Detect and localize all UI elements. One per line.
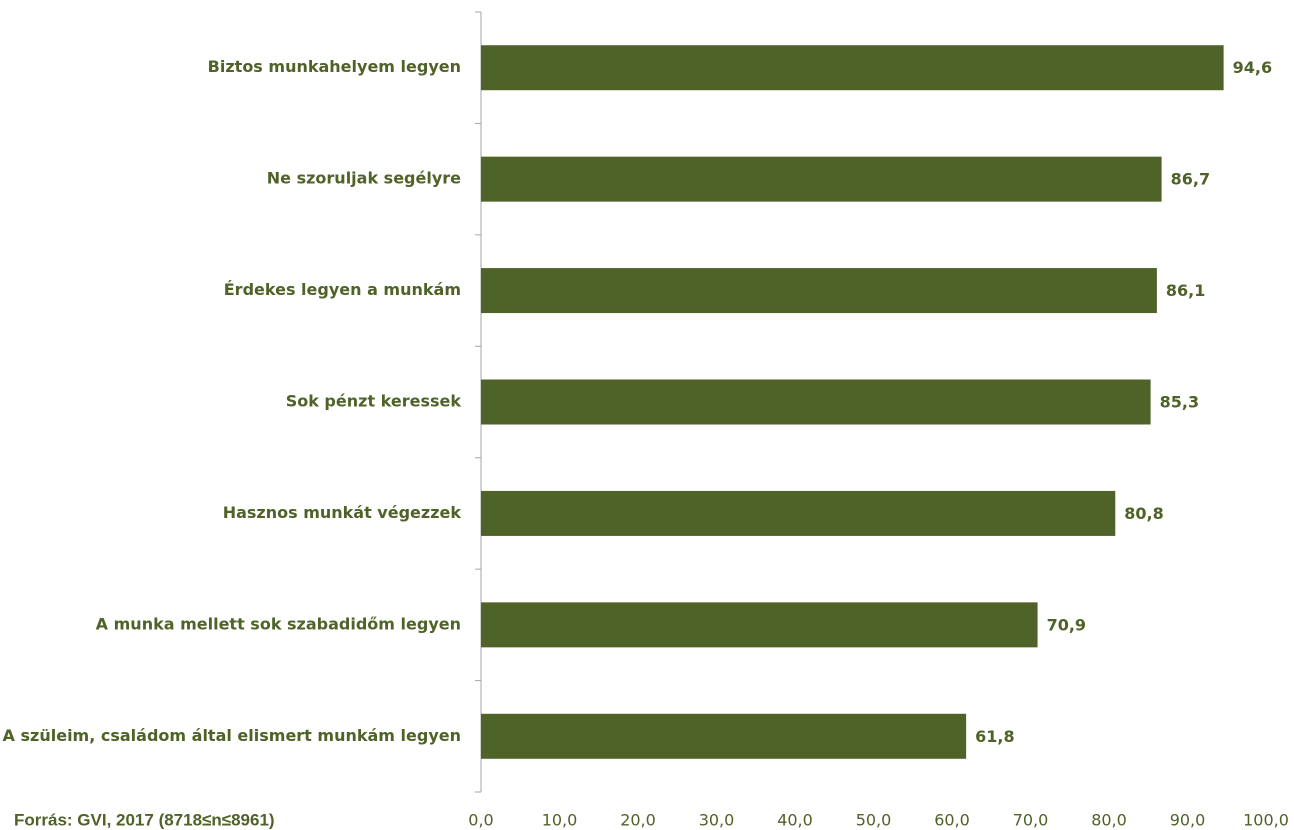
category-label: Ne szoruljak segélyre: [267, 169, 461, 188]
category-label: Érdekes legyen a munkám: [224, 280, 461, 299]
bar: [481, 379, 1151, 425]
category-label: A szüleim, családom által elismert munká…: [3, 726, 461, 745]
value-label: 86,1: [1166, 281, 1205, 300]
bar: [481, 713, 967, 759]
value-label: 94,6: [1233, 58, 1272, 77]
value-label: 70,9: [1047, 615, 1086, 634]
source-note: Forrás: GVI, 2017 (8718≤n≤8961): [14, 810, 275, 829]
category-label: Hasznos munkát végezzek: [223, 503, 462, 522]
bar: [481, 490, 1116, 536]
x-tick-label: 40,0: [777, 811, 813, 830]
bar: [481, 156, 1162, 202]
x-tick-label: 10,0: [542, 811, 578, 830]
x-tick-label: 30,0: [699, 811, 735, 830]
x-tick-label: 20,0: [620, 811, 656, 830]
x-tick-label: 90,0: [1170, 811, 1206, 830]
bar: [481, 268, 1157, 314]
value-label: 85,3: [1160, 393, 1199, 412]
x-tick-label: 80,0: [1091, 811, 1127, 830]
bar: [481, 602, 1038, 648]
category-label: A munka mellett sok szabadidőm legyen: [96, 614, 461, 633]
x-tick-label: 60,0: [934, 811, 970, 830]
category-label: Sok pénzt keressek: [286, 392, 462, 411]
value-label: 61,8: [975, 727, 1014, 746]
x-tick-label: 70,0: [1013, 811, 1049, 830]
x-tick-label: 0,0: [468, 811, 493, 830]
x-tick-label: 50,0: [856, 811, 892, 830]
value-label: 86,7: [1171, 170, 1210, 189]
x-tick-label: 100,0: [1243, 811, 1289, 830]
value-label: 80,8: [1124, 504, 1163, 523]
category-label: Biztos munkahelyem legyen: [208, 57, 461, 76]
bar: [481, 45, 1224, 91]
